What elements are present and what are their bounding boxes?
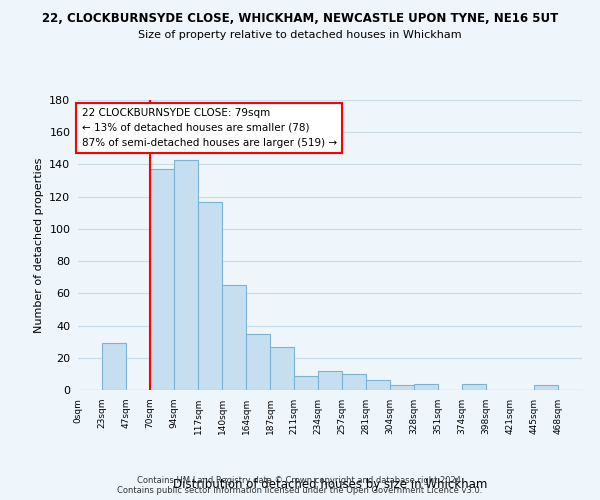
Y-axis label: Number of detached properties: Number of detached properties — [34, 158, 44, 332]
Text: 22, CLOCKBURNSYDE CLOSE, WHICKHAM, NEWCASTLE UPON TYNE, NE16 5UT: 22, CLOCKBURNSYDE CLOSE, WHICKHAM, NEWCA… — [42, 12, 558, 26]
Bar — [270, 346, 294, 390]
Text: Size of property relative to detached houses in Whickham: Size of property relative to detached ho… — [138, 30, 462, 40]
Bar — [102, 344, 126, 390]
Bar — [462, 384, 486, 390]
Bar — [390, 385, 414, 390]
Bar — [366, 380, 390, 390]
Text: 22 CLOCKBURNSYDE CLOSE: 79sqm
← 13% of detached houses are smaller (78)
87% of s: 22 CLOCKBURNSYDE CLOSE: 79sqm ← 13% of d… — [82, 108, 337, 148]
Bar — [534, 385, 558, 390]
Bar — [246, 334, 270, 390]
Bar — [318, 370, 342, 390]
Text: Contains HM Land Registry data © Crown copyright and database right 2024.
Contai: Contains HM Land Registry data © Crown c… — [118, 476, 482, 495]
Bar — [198, 202, 222, 390]
Bar — [222, 286, 246, 390]
Bar — [342, 374, 366, 390]
Bar — [174, 160, 198, 390]
X-axis label: Distribution of detached houses by size in Whickham: Distribution of detached houses by size … — [173, 478, 487, 492]
Bar — [414, 384, 438, 390]
Bar — [294, 376, 318, 390]
Bar — [150, 170, 174, 390]
